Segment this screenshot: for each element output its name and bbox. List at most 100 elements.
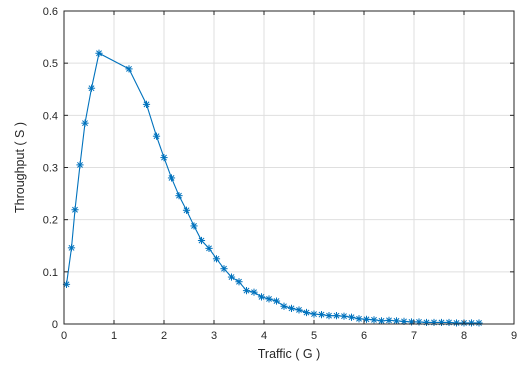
x-tick-label: 2 (161, 330, 167, 342)
marker-stroke (326, 312, 332, 319)
data-point (182, 206, 191, 214)
data-point (355, 315, 363, 323)
data-point (332, 312, 341, 320)
x-tick-label: 4 (261, 330, 267, 342)
data-point (242, 287, 251, 295)
marker-stroke (378, 317, 385, 324)
marker-stroke (176, 192, 182, 199)
data-point (71, 206, 79, 214)
marker-stroke (363, 316, 370, 323)
data-point (272, 297, 281, 305)
data-point (257, 293, 266, 301)
data-point (362, 315, 371, 323)
marker-stroke (356, 315, 362, 322)
marker-stroke (63, 281, 70, 288)
series-layer (62, 49, 483, 327)
marker-stroke (273, 298, 280, 304)
marker-stroke (153, 133, 160, 140)
data-point (325, 312, 333, 320)
data-point (392, 317, 401, 325)
marker-stroke (82, 120, 88, 127)
data-point (87, 84, 96, 92)
marker-stroke (191, 222, 197, 229)
x-tick-label: 3 (211, 330, 217, 342)
y-tick-label: 0.5 (43, 58, 58, 70)
y-tick-label: 0.6 (43, 6, 58, 18)
data-point (452, 319, 461, 327)
marker-stroke (476, 320, 482, 326)
y-tick-label: 0.1 (43, 267, 58, 279)
data-point (265, 295, 273, 303)
x-tick-label: 1 (111, 330, 117, 342)
marker-stroke (266, 296, 272, 302)
marker-stroke (161, 154, 167, 161)
marker-stroke (341, 313, 347, 320)
data-point (385, 316, 393, 324)
marker-stroke (126, 65, 132, 72)
marker-stroke (77, 161, 83, 168)
data-point (467, 319, 476, 327)
data-point (160, 153, 168, 162)
data-point (340, 312, 348, 320)
grid (64, 11, 514, 324)
data-point (212, 255, 221, 263)
ticks: 0 1 2 3 4 5 6 7 8 9 0 0.1 0.2 0.3 0.4 0.5 0.6 (43, 6, 517, 342)
marker-stroke (221, 265, 227, 272)
data-point (95, 49, 103, 57)
data-point (317, 311, 326, 319)
series-line (65, 52, 479, 324)
data-point (152, 132, 161, 140)
data-point (197, 236, 206, 245)
data-point (235, 278, 243, 286)
data-point (76, 161, 84, 169)
y-axis-title: Throughput ( S ) (13, 122, 27, 213)
marker-stroke (453, 320, 460, 326)
data-point (422, 318, 431, 327)
x-tick-label: 6 (361, 330, 367, 342)
data-point (302, 308, 311, 317)
data-point (280, 302, 288, 310)
data-point (347, 313, 356, 321)
y-tick-label: 0.4 (43, 110, 58, 122)
data-point (310, 310, 318, 318)
data-point (475, 319, 483, 327)
marker-stroke (72, 206, 78, 213)
x-tick-label: 8 (461, 330, 467, 342)
data-point (295, 306, 303, 314)
data-point (437, 318, 446, 327)
data-point (175, 192, 183, 200)
x-tick-label: 0 (61, 330, 67, 342)
data-point (67, 244, 76, 252)
data-point (227, 273, 236, 281)
data-point (287, 304, 296, 312)
data-point (190, 222, 198, 230)
marker-stroke (206, 245, 212, 252)
x-tick-label: 7 (411, 330, 417, 342)
data-point (205, 244, 213, 252)
data-point (81, 119, 89, 127)
marker-stroke (228, 274, 235, 280)
marker-stroke (371, 316, 377, 323)
marker-stroke (213, 255, 220, 262)
marker-stroke (68, 244, 75, 251)
marker-stroke (393, 317, 400, 324)
marker-stroke (296, 306, 302, 313)
marker-stroke (318, 311, 325, 318)
x-tick-label: 5 (311, 330, 317, 342)
data-point (370, 316, 378, 324)
marker-stroke (288, 305, 295, 312)
y-tick-label: 0 (52, 319, 58, 331)
data-point (220, 265, 228, 273)
data-point (400, 317, 408, 325)
data-point (445, 318, 453, 327)
marker-stroke (311, 311, 317, 318)
marker-stroke (243, 287, 250, 294)
marker-stroke (236, 278, 242, 285)
marker-stroke (88, 85, 95, 92)
marker-stroke (183, 207, 190, 214)
marker-stroke (198, 237, 205, 244)
marker-stroke (258, 293, 265, 300)
y-tick-label: 0.3 (43, 163, 58, 175)
